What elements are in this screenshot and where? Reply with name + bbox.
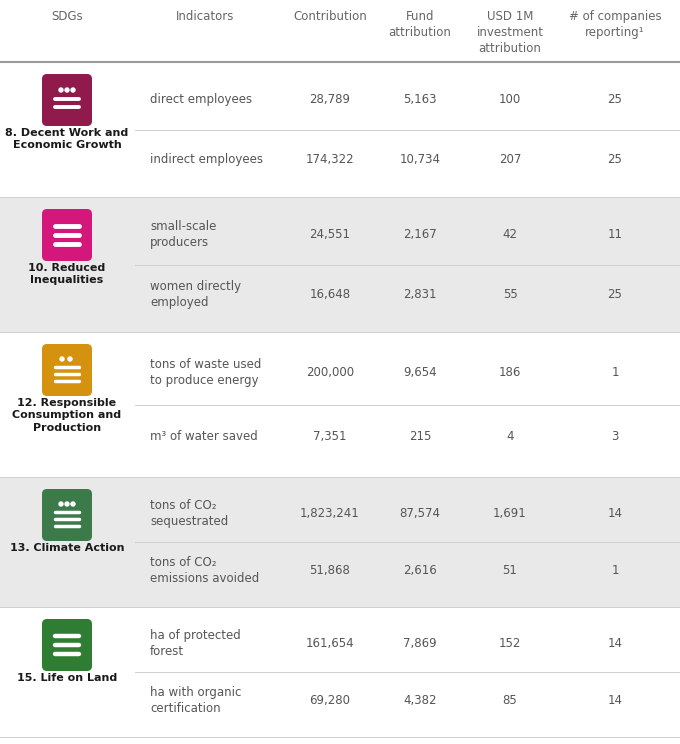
- Text: 85: 85: [503, 694, 517, 707]
- Circle shape: [65, 502, 69, 506]
- Text: 69,280: 69,280: [309, 694, 350, 707]
- Text: 13. Climate Action: 13. Climate Action: [10, 543, 124, 553]
- Circle shape: [59, 88, 63, 92]
- Text: 14: 14: [607, 694, 622, 707]
- Text: 51: 51: [503, 564, 517, 577]
- Text: 14: 14: [607, 637, 622, 650]
- Text: 2,167: 2,167: [403, 228, 437, 241]
- Bar: [0, 332, 680, 477]
- Text: 4,382: 4,382: [403, 694, 437, 707]
- Text: 2,616: 2,616: [403, 564, 437, 577]
- Bar: [0, 197, 680, 332]
- Text: indirect employees: indirect employees: [150, 153, 263, 166]
- Text: 4: 4: [506, 430, 514, 443]
- Text: Contribution: Contribution: [293, 10, 367, 23]
- Text: 1,823,241: 1,823,241: [300, 507, 360, 520]
- Text: 1: 1: [611, 564, 619, 577]
- Circle shape: [71, 88, 75, 92]
- FancyBboxPatch shape: [42, 74, 92, 126]
- Bar: [0, 477, 680, 607]
- Circle shape: [71, 502, 75, 506]
- Text: SDGs: SDGs: [51, 10, 83, 23]
- Text: 15. Life on Land: 15. Life on Land: [17, 673, 117, 683]
- Text: USD 1M
investment
attribution: USD 1M investment attribution: [477, 10, 543, 55]
- Text: 14: 14: [607, 507, 622, 520]
- Text: direct employees: direct employees: [150, 93, 252, 106]
- Text: 2,831: 2,831: [403, 288, 437, 301]
- FancyBboxPatch shape: [42, 489, 92, 541]
- Text: 42: 42: [503, 228, 517, 241]
- Text: 87,574: 87,574: [400, 507, 441, 520]
- Text: 1,691: 1,691: [493, 507, 527, 520]
- Text: 100: 100: [499, 93, 521, 106]
- Text: tons of CO₂
emissions avoided: tons of CO₂ emissions avoided: [150, 556, 259, 585]
- Text: tons of CO₂
sequestrated: tons of CO₂ sequestrated: [150, 499, 228, 528]
- Circle shape: [60, 357, 64, 361]
- Text: 174,322: 174,322: [306, 153, 354, 166]
- Text: 25: 25: [607, 93, 622, 106]
- Text: 207: 207: [499, 153, 521, 166]
- Text: 200,000: 200,000: [306, 366, 354, 379]
- FancyBboxPatch shape: [42, 344, 92, 396]
- Text: 186: 186: [499, 366, 521, 379]
- Text: # of companies
reporting¹: # of companies reporting¹: [568, 10, 662, 39]
- Text: 7,869: 7,869: [403, 637, 437, 650]
- Bar: [0, 607, 680, 737]
- Text: Fund
attribution: Fund attribution: [388, 10, 452, 39]
- Text: ha with organic
certification: ha with organic certification: [150, 686, 241, 715]
- Text: 25: 25: [607, 153, 622, 166]
- Circle shape: [65, 88, 69, 92]
- Text: 11: 11: [607, 228, 622, 241]
- Text: 5,163: 5,163: [403, 93, 437, 106]
- Text: 28,789: 28,789: [309, 93, 350, 106]
- Text: 10,734: 10,734: [400, 153, 441, 166]
- Text: 24,551: 24,551: [309, 228, 350, 241]
- Circle shape: [59, 502, 63, 506]
- Text: 16,648: 16,648: [309, 288, 351, 301]
- FancyBboxPatch shape: [42, 619, 92, 671]
- Text: 215: 215: [409, 430, 431, 443]
- Text: 7,351: 7,351: [313, 430, 347, 443]
- Text: small-scale
producers: small-scale producers: [150, 220, 216, 249]
- Text: 10. Reduced
Inequalities: 10. Reduced Inequalities: [29, 263, 105, 286]
- Text: women directly
employed: women directly employed: [150, 280, 241, 309]
- Text: 9,654: 9,654: [403, 366, 437, 379]
- Text: m³ of water saved: m³ of water saved: [150, 430, 258, 443]
- Text: Indicators: Indicators: [176, 10, 234, 23]
- Text: 8. Decent Work and
Economic Growth: 8. Decent Work and Economic Growth: [5, 128, 129, 150]
- Text: 161,654: 161,654: [306, 637, 354, 650]
- FancyBboxPatch shape: [42, 209, 92, 261]
- Text: ha of protected
forest: ha of protected forest: [150, 629, 241, 658]
- Text: 51,868: 51,868: [309, 564, 350, 577]
- Circle shape: [68, 357, 72, 361]
- Text: 25: 25: [607, 288, 622, 301]
- Text: 12. Responsible
Consumption and
Production: 12. Responsible Consumption and Producti…: [12, 398, 122, 433]
- Text: tons of waste used
to produce energy: tons of waste used to produce energy: [150, 358, 261, 387]
- Bar: [0, 62, 680, 197]
- Text: 3: 3: [611, 430, 619, 443]
- Text: 55: 55: [503, 288, 517, 301]
- Text: 152: 152: [499, 637, 521, 650]
- Text: 1: 1: [611, 366, 619, 379]
